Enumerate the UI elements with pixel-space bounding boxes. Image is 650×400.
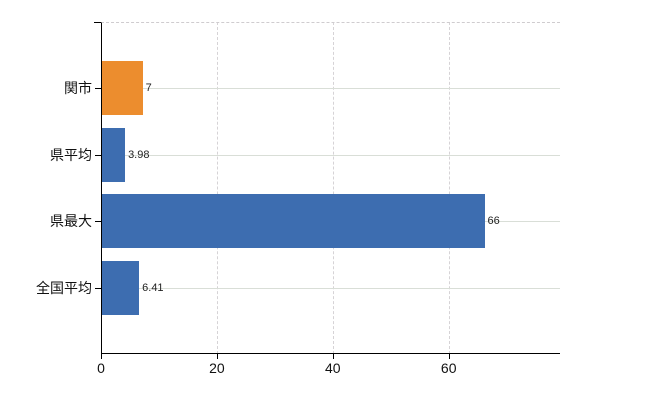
bar [102,61,143,116]
bar-value-label: 7 [145,82,152,95]
category-label: 関市 [64,80,92,97]
bar-value-label: 66 [487,215,500,228]
y-axis-tick [95,88,101,90]
category-label: 県平均 [50,146,92,163]
plot-area [101,22,560,354]
x-gridline [332,22,334,354]
bar-value-label: 6.41 [142,281,164,294]
category-label: 全国平均 [36,279,92,296]
category-label: 県最大 [50,213,92,230]
x-axis-tick-label: 20 [209,360,225,376]
bar [102,194,485,249]
bar [102,127,126,182]
x-gridline [448,22,450,354]
x-axis-tick [448,354,450,359]
x-axis-tick [101,354,102,359]
x-axis-tick [216,354,218,359]
x-axis-tick-label: 60 [440,360,457,376]
y-gridline [102,287,560,289]
y-gridline [102,88,560,90]
y-axis-tick [95,221,101,223]
y-axis-top-tick [94,22,101,23]
y-axis-tick [95,154,101,156]
x-axis-tick [332,354,334,359]
x-gridline [216,22,218,354]
bar-value-label: 3.98 [128,148,150,161]
x-axis-tick-label: 40 [325,360,341,376]
y-gridline [102,154,560,156]
bar [102,260,140,315]
x-axis-tick-label: 0 [97,360,105,376]
y-axis-tick [95,287,101,289]
